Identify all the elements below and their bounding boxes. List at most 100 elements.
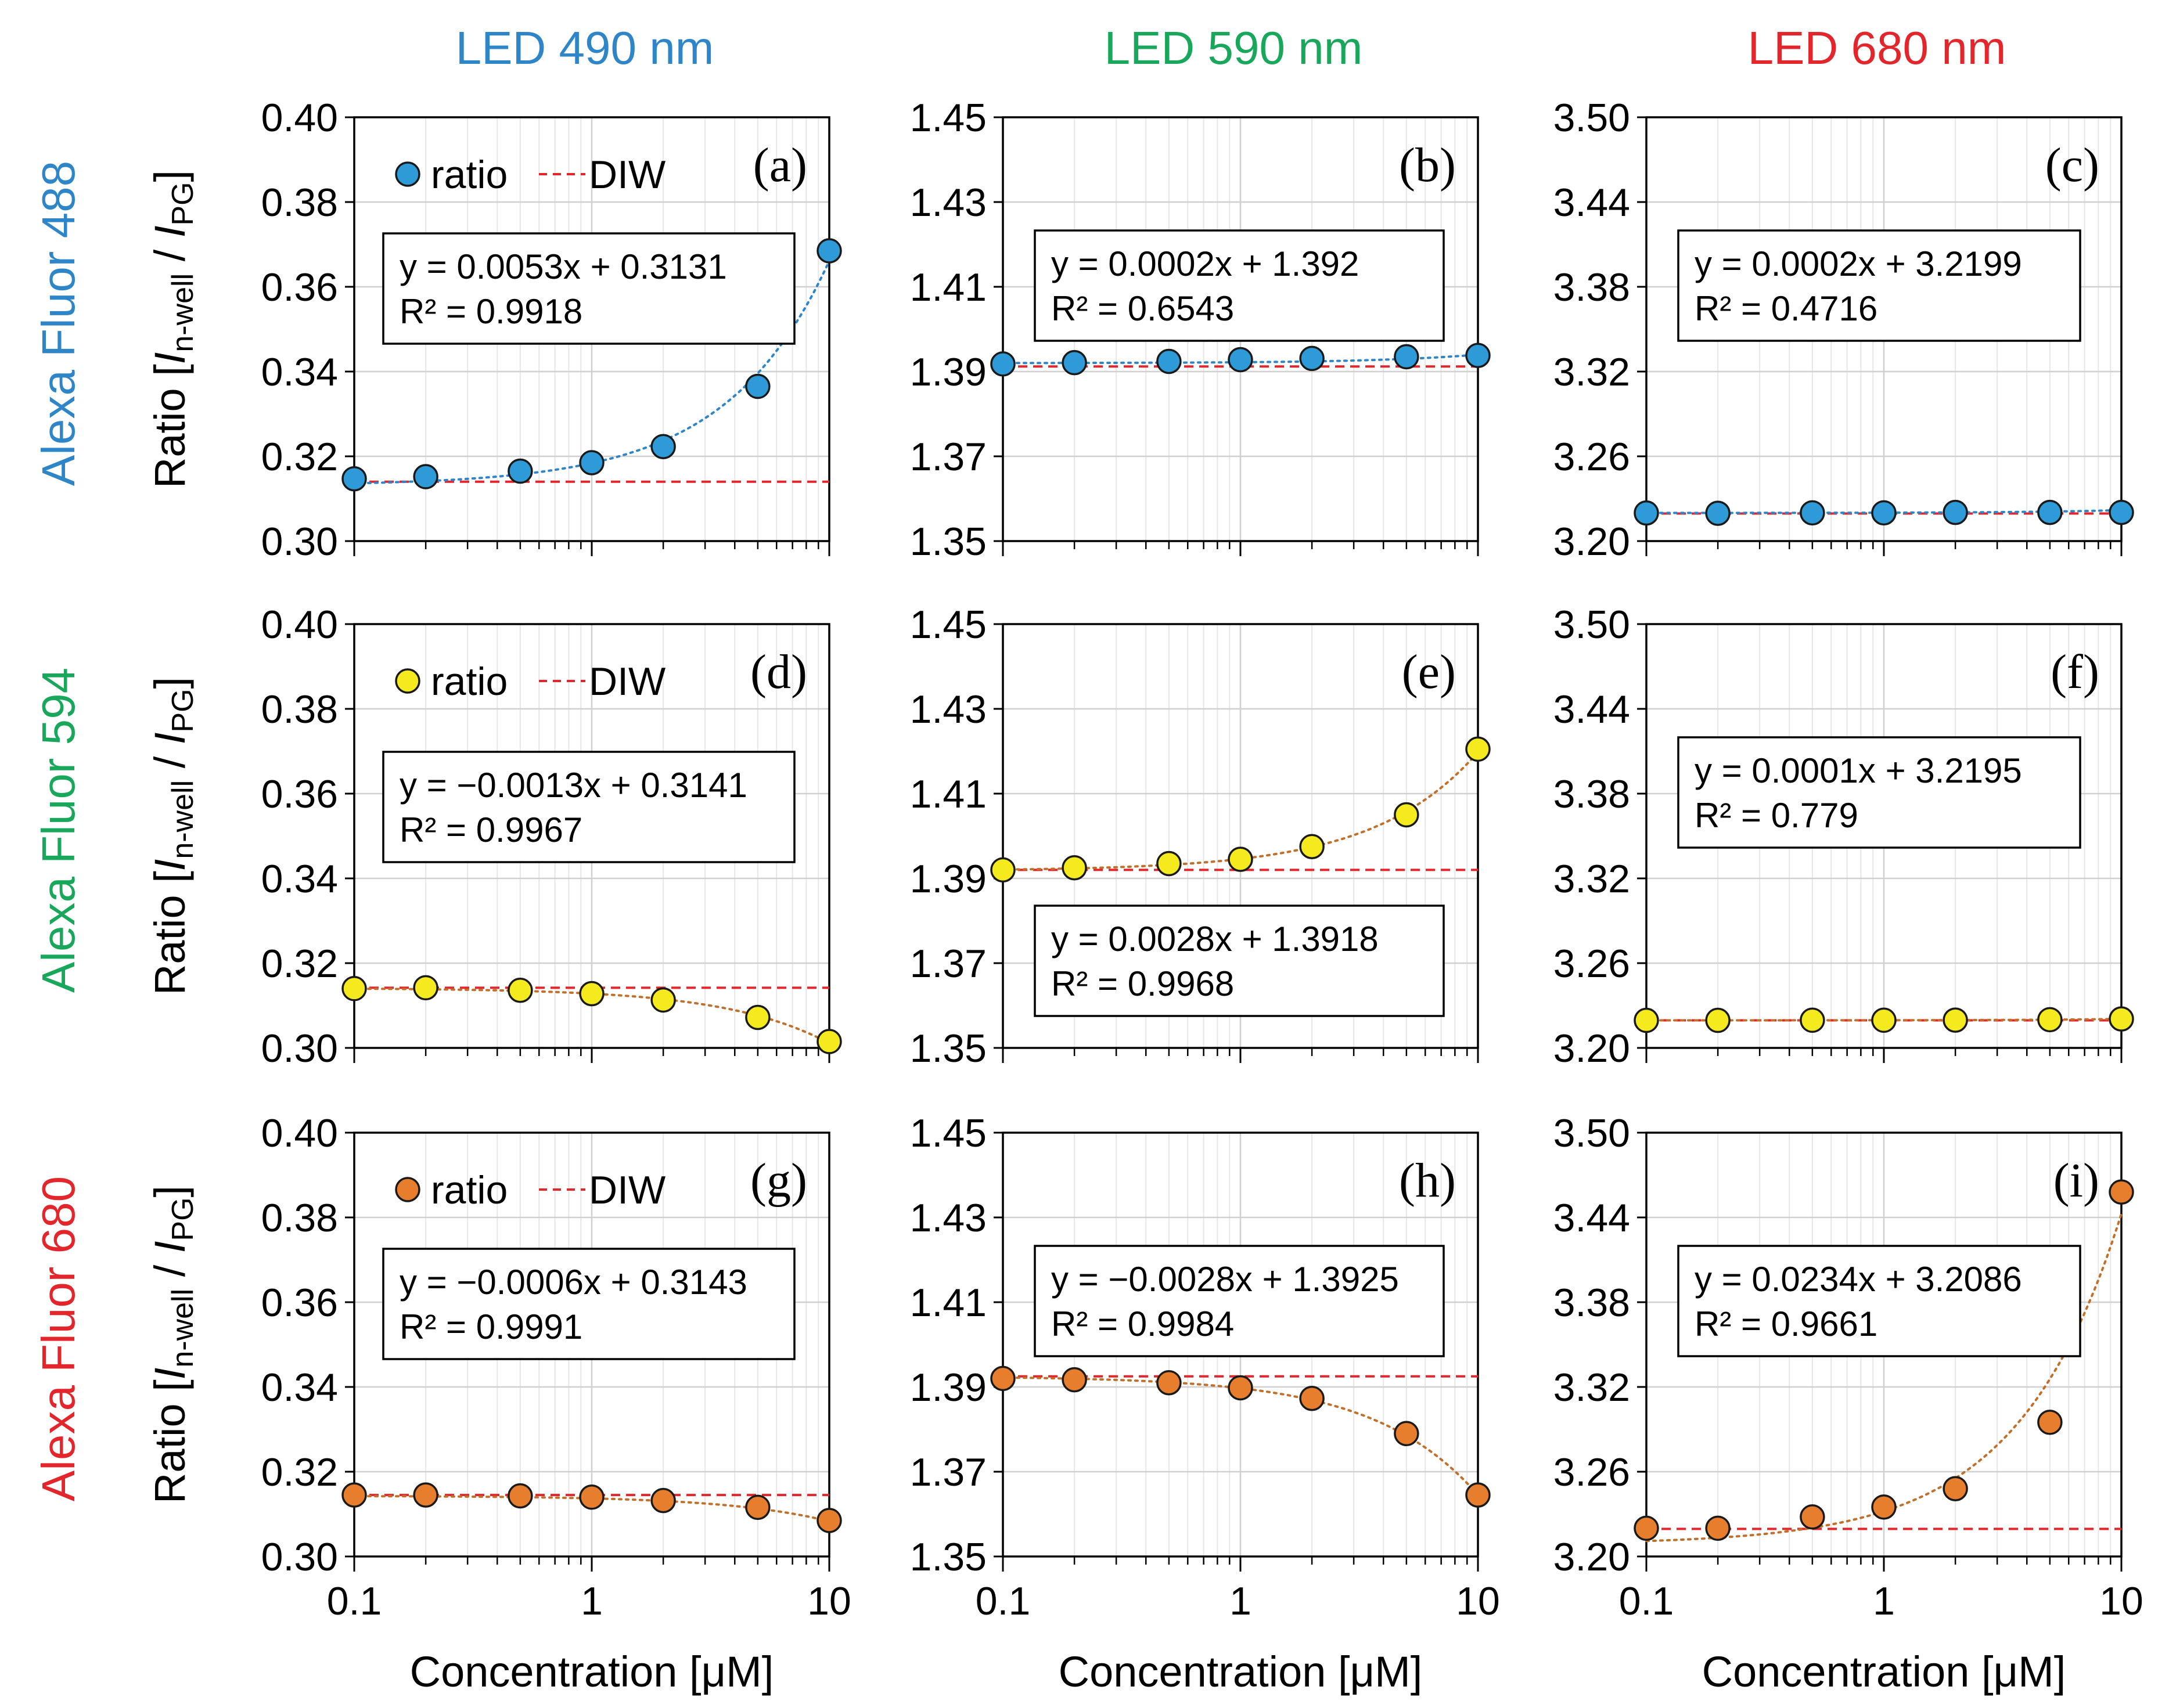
data-point [650,434,676,459]
y-tick-label: 0.30 [261,1535,338,1579]
y-tick-label: 3.20 [1553,1026,1630,1071]
x-tick-label: 10 [807,1579,851,1623]
row-header-dye-number: 680 [33,1176,84,1253]
y-tick-label: 0.38 [261,1196,338,1240]
equation-box [1034,905,1445,1017]
data-point [1943,1476,1968,1501]
data-point [1062,855,1087,881]
data-point [650,1487,676,1514]
ylabel-prefix: Ratio [ [146,1379,194,1504]
chart-panel-a: 0.30 0.32 0.34 0.36 0.38 0.40 (a) y = 0.0053x +… [261,96,842,564]
data-point [1705,500,1731,526]
data-point [1943,499,1968,525]
data-point [990,857,1016,883]
row-header-dye-name: Alexa Fluor [33,238,84,486]
data-point [2037,499,2063,525]
data-point [1943,1007,1968,1033]
y-tick-label: 3.44 [1553,1196,1630,1240]
r-squared: R² = 0.6543 [1051,289,1234,328]
equation-box [1677,1245,2081,1357]
ylabel-i1: I [146,1368,194,1380]
x-axis-label: Concentration [μM] [1059,1648,1423,1696]
y-tick-label: 0.40 [261,603,338,647]
y-tick-label: 3.44 [1553,687,1630,732]
legend-diw-label: DIW [589,1168,666,1212]
data-point [2109,1179,2134,1205]
legend-ratio-label: ratio [431,1168,508,1212]
data-point [579,450,605,475]
y-tick-label: 3.32 [1553,1365,1630,1410]
x-tick-label: 1 [581,1579,603,1623]
y-tick-label: 0.32 [261,1450,338,1494]
data-point [1800,500,1825,526]
trendline-equation: y = 0.0053x + 0.3131 [400,247,727,286]
data-point [1299,1385,1325,1411]
data-point [1394,344,1419,370]
y-tick-label: 0.30 [261,1026,338,1071]
data-point [1156,1370,1182,1396]
y-tick-label: 1.39 [910,857,987,901]
row-header-dye-number: 594 [33,668,84,745]
data-point [341,976,367,1001]
y-tick-label: 3.50 [1553,96,1630,140]
y-tick-label: 1.37 [910,435,987,479]
ylabel-i2: I [146,733,194,745]
y-tick-label: 3.20 [1553,1535,1630,1579]
ylabel-i1: I [146,352,194,365]
trendline-equation: y = −0.0028x + 1.3925 [1051,1260,1399,1299]
ylabel-i2: I [146,226,194,238]
ylabel-mid: / [146,744,194,780]
x-tick-label: 1 [1229,1579,1251,1623]
data-point [2109,499,2134,525]
data-point [508,1483,533,1509]
y-tick-label: 3.20 [1553,520,1630,564]
x-tick-label: 1 [1873,1579,1895,1623]
panel-letter: (e) [1402,645,1456,699]
data-point [413,975,438,1001]
y-tick-label: 3.38 [1553,772,1630,816]
row-header: Alexa Fluor 680 [33,1176,84,1501]
y-tick-label: 0.34 [261,1365,338,1410]
y-tick-label: 0.32 [261,942,338,986]
y-tick-label: 3.32 [1553,350,1630,394]
equation-box [1677,229,2081,342]
y-tick-label: 3.38 [1553,1281,1630,1325]
chart-panel-g: 0.30 0.32 0.34 0.36 0.38 0.40 0.1 1 10 (g) y = −0.… [261,1111,851,1623]
ylabel-suffix: ] [146,677,194,689]
panel-letter: (i) [2053,1154,2099,1208]
ylabel-sub1: n-well [166,1289,200,1368]
y-tick-label: 1.41 [910,772,987,816]
panel-letter: (g) [750,1154,807,1208]
legend-diw-label: DIW [589,660,666,704]
x-tick-label: 0.1 [1619,1579,1674,1623]
r-squared: R² = 0.9991 [400,1307,582,1346]
y-tick-label: 0.32 [261,435,338,479]
x-tick-label: 10 [2099,1579,2143,1623]
data-point [1634,500,1659,526]
chart-panel-i: 3.20 3.26 3.32 3.38 3.44 3.50 0.1 1 10 (i) y = 0.0… [1553,1111,2143,1623]
data-point [1156,851,1182,877]
trendline-equation: y = 0.0028x + 1.3918 [1051,920,1379,959]
data-point [413,1482,438,1508]
data-point [650,987,676,1013]
equation-box [1034,1245,1445,1357]
panel-letter: (h) [1399,1154,1456,1208]
chart-panel-f: 3.20 3.26 3.32 3.38 3.44 3.50 (f) y = 0.0001x +… [1553,603,2134,1071]
legend-marker [395,161,420,187]
y-tick-label: 1.45 [910,96,987,140]
y-tick-label: 0.38 [261,687,338,732]
data-point [2037,1410,2063,1435]
legend-diw-label: DIW [589,153,666,197]
trendline-equation: y = 0.0002x + 1.392 [1051,244,1359,283]
y-tick-label: 3.50 [1553,1111,1630,1155]
chart-panel-d: 0.30 0.32 0.34 0.36 0.38 0.40 (d) y = −0.0013x … [261,603,842,1071]
y-tick-label: 1.35 [910,1026,987,1071]
ylabel-sub1: n-well [166,780,200,859]
data-point [745,1494,771,1520]
equation-box [382,232,796,345]
row-header: Alexa Fluor 594 [33,668,84,993]
y-tick-label: 1.39 [910,1365,987,1410]
data-point [816,238,842,264]
data-point [1634,1515,1659,1541]
trendline-equation: y = 0.0001x + 3.2195 [1695,751,2022,790]
